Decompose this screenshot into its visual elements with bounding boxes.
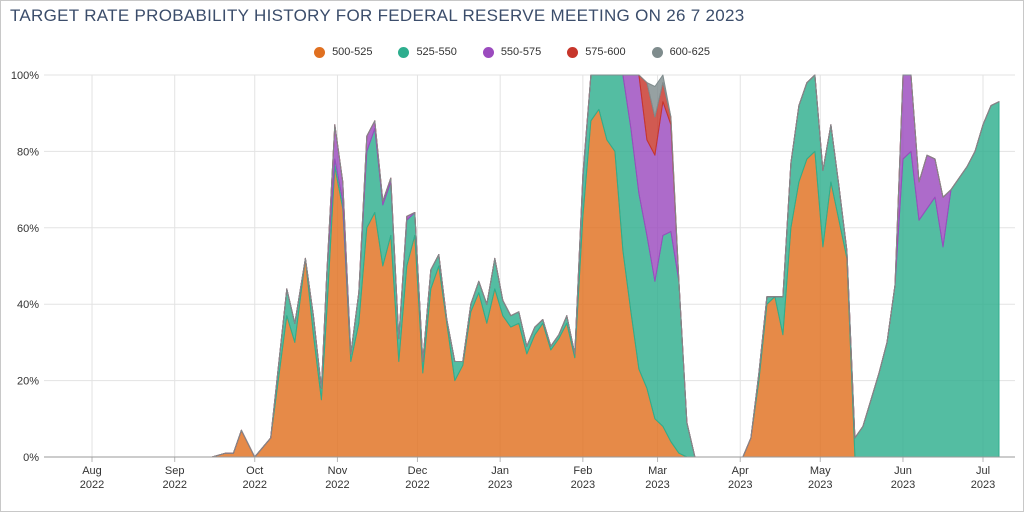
legend-item-550-575[interactable]: 550-575 bbox=[482, 46, 542, 58]
legend-swatch bbox=[567, 46, 579, 58]
x-tick-label: Jun bbox=[894, 465, 912, 477]
x-tick-label: Jan bbox=[491, 465, 509, 477]
legend-swatch bbox=[314, 46, 326, 58]
legend-item-575-600[interactable]: 575-600 bbox=[567, 46, 626, 58]
x-tick-year: 2023 bbox=[728, 479, 752, 491]
x-tick-label: May bbox=[810, 465, 831, 477]
series-areas bbox=[46, 74, 1000, 458]
y-tick-label: 40% bbox=[17, 299, 39, 311]
axes: 0% 20% 40% 60% 80% 100% Aug 2022 Sep 2022 Oct 2022 N… bbox=[11, 70, 1015, 491]
legend-item-500-525[interactable]: 500-525 bbox=[314, 46, 372, 58]
x-tick-year: 2022 bbox=[405, 479, 429, 491]
x-tick-year: 2023 bbox=[645, 479, 669, 491]
legend-swatch bbox=[398, 46, 410, 58]
legend-label: 600-625 bbox=[669, 46, 710, 58]
x-tick-label: Feb bbox=[573, 465, 592, 477]
x-tick-year: 2023 bbox=[891, 479, 915, 491]
x-tick-label: Dec bbox=[408, 465, 428, 477]
x-tick-year: 2023 bbox=[971, 479, 995, 491]
chart-legend: 500-525 525-550 550-575 575-600 600-625 bbox=[0, 46, 1024, 58]
x-tick-label: Oct bbox=[246, 465, 263, 477]
legend-item-600-625[interactable]: 600-625 bbox=[651, 46, 710, 58]
x-tick-year: 2023 bbox=[808, 479, 832, 491]
x-tick-label: Aug bbox=[82, 465, 102, 477]
x-tick-label: Sep bbox=[165, 465, 185, 477]
chart-title: TARGET RATE PROBABILITY HISTORY FOR FEDE… bbox=[10, 6, 745, 25]
x-tick-year: 2022 bbox=[242, 479, 266, 491]
y-tick-label: 100% bbox=[11, 70, 39, 82]
x-tick-label: Mar bbox=[648, 465, 667, 477]
x-tick-year: 2023 bbox=[488, 479, 512, 491]
y-tick-label: 20% bbox=[17, 376, 39, 388]
series-area-600-625[interactable] bbox=[46, 74, 1000, 458]
x-tick-year: 2022 bbox=[162, 479, 186, 491]
x-tick-label: Jul bbox=[976, 465, 990, 477]
legend-label: 500-525 bbox=[332, 46, 373, 58]
x-tick-year: 2022 bbox=[325, 479, 349, 491]
x-tick-year: 2023 bbox=[571, 479, 595, 491]
legend-label: 525-550 bbox=[416, 46, 457, 58]
legend-label: 550-575 bbox=[500, 46, 542, 58]
y-tick-label: 80% bbox=[17, 146, 39, 158]
legend-swatch bbox=[651, 46, 663, 58]
x-tick-label: Apr bbox=[732, 465, 749, 477]
legend-swatch bbox=[482, 46, 494, 58]
legend-item-525-550[interactable]: 525-550 bbox=[398, 46, 457, 58]
series-area-500-525[interactable] bbox=[46, 108, 1000, 458]
x-tick-year: 2022 bbox=[80, 479, 104, 491]
y-tick-label: 0% bbox=[23, 452, 39, 464]
legend-label: 575-600 bbox=[585, 46, 626, 58]
x-tick-label: Nov bbox=[328, 465, 348, 477]
y-tick-label: 60% bbox=[17, 223, 39, 235]
